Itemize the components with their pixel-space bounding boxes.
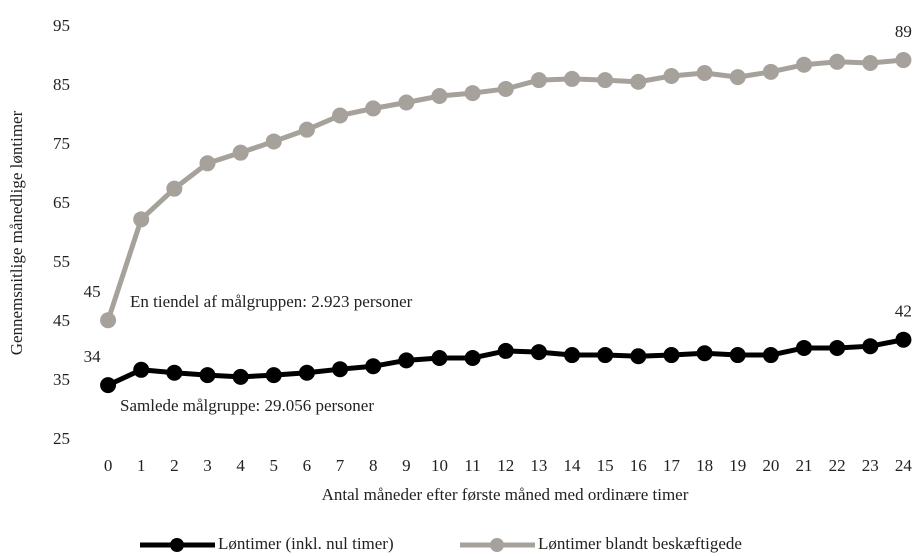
point xyxy=(630,348,647,365)
point xyxy=(862,54,879,71)
x-tick-label: 15 xyxy=(597,456,614,475)
point xyxy=(100,377,117,394)
point xyxy=(663,347,680,364)
point xyxy=(398,352,415,369)
annotation: Samlede målgruppe: 29.056 personer xyxy=(120,396,374,415)
point xyxy=(166,364,183,381)
point xyxy=(597,347,614,364)
x-tick-label: 6 xyxy=(303,456,312,475)
legend-marker xyxy=(170,538,184,552)
x-tick-label: 23 xyxy=(862,456,879,475)
point xyxy=(232,368,249,385)
legend-marker xyxy=(490,538,504,552)
point xyxy=(431,349,448,366)
point xyxy=(265,133,282,150)
y-tick-label: 55 xyxy=(53,252,70,271)
point xyxy=(895,331,912,348)
x-tick-label: 13 xyxy=(530,456,547,475)
point xyxy=(796,56,813,73)
point xyxy=(497,80,514,97)
x-tick-label: 2 xyxy=(170,456,179,475)
x-tick-label: 20 xyxy=(762,456,779,475)
point xyxy=(829,53,846,70)
point xyxy=(862,338,879,355)
annotation: En tiendel af målgruppen: 2.923 personer xyxy=(130,292,413,311)
point xyxy=(265,367,282,384)
legend-label: Løntimer blandt beskæftigede xyxy=(538,534,742,553)
y-axis-label: Gennemsnitlige månedlige løntimer xyxy=(7,110,26,355)
point xyxy=(796,339,813,356)
x-tick-label: 22 xyxy=(829,456,846,475)
point xyxy=(762,347,779,364)
point xyxy=(497,342,514,359)
point xyxy=(199,367,216,384)
point xyxy=(895,52,912,69)
point xyxy=(199,155,216,172)
point xyxy=(663,67,680,84)
point xyxy=(464,85,481,102)
x-tick-label: 0 xyxy=(104,456,113,475)
point xyxy=(464,349,481,366)
point xyxy=(530,344,547,361)
point xyxy=(431,88,448,105)
x-tick-label: 14 xyxy=(564,456,582,475)
x-tick-label: 8 xyxy=(369,456,378,475)
point xyxy=(729,69,746,86)
point xyxy=(762,63,779,80)
y-tick-label: 75 xyxy=(53,134,70,153)
point xyxy=(398,94,415,111)
y-tick-label: 95 xyxy=(53,16,70,35)
y-tick-label: 45 xyxy=(53,311,70,330)
x-tick-label: 24 xyxy=(895,456,913,475)
y-tick-label: 35 xyxy=(53,370,70,389)
point xyxy=(564,347,581,364)
point xyxy=(166,180,183,197)
point xyxy=(365,100,382,117)
x-axis-label: Antal måneder efter første måned med ord… xyxy=(322,485,689,504)
legend-label: Løntimer (inkl. nul timer) xyxy=(218,534,394,553)
x-tick-label: 21 xyxy=(796,456,813,475)
point xyxy=(597,72,614,89)
x-tick-label: 10 xyxy=(431,456,448,475)
x-tick-label: 3 xyxy=(203,456,212,475)
data-label: 89 xyxy=(895,22,912,41)
point xyxy=(232,144,249,161)
point xyxy=(332,107,349,124)
point xyxy=(696,345,713,362)
y-tick-label: 25 xyxy=(53,429,70,448)
x-tick-label: 7 xyxy=(336,456,345,475)
point xyxy=(100,312,117,329)
x-tick-label: 5 xyxy=(270,456,279,475)
point xyxy=(332,361,349,378)
data-label: 42 xyxy=(895,302,912,321)
point xyxy=(298,364,315,381)
x-tick-label: 16 xyxy=(630,456,647,475)
x-tick-label: 11 xyxy=(464,456,480,475)
x-tick-label: 4 xyxy=(236,456,245,475)
point xyxy=(696,65,713,82)
point xyxy=(133,361,150,378)
point xyxy=(530,72,547,89)
x-tick-label: 19 xyxy=(729,456,746,475)
y-tick-label: 85 xyxy=(53,75,70,94)
series-line xyxy=(105,57,904,322)
x-tick-label: 18 xyxy=(696,456,713,475)
point xyxy=(298,121,315,138)
point xyxy=(133,211,150,228)
point xyxy=(829,339,846,356)
point xyxy=(729,347,746,364)
data-label: 34 xyxy=(84,347,102,366)
x-tick-label: 12 xyxy=(497,456,514,475)
point xyxy=(564,70,581,87)
point xyxy=(630,73,647,90)
x-tick-label: 17 xyxy=(663,456,681,475)
x-tick-label: 9 xyxy=(402,456,411,475)
y-tick-label: 65 xyxy=(53,193,70,212)
x-tick-label: 1 xyxy=(137,456,146,475)
point xyxy=(365,358,382,375)
data-label: 45 xyxy=(84,282,101,301)
